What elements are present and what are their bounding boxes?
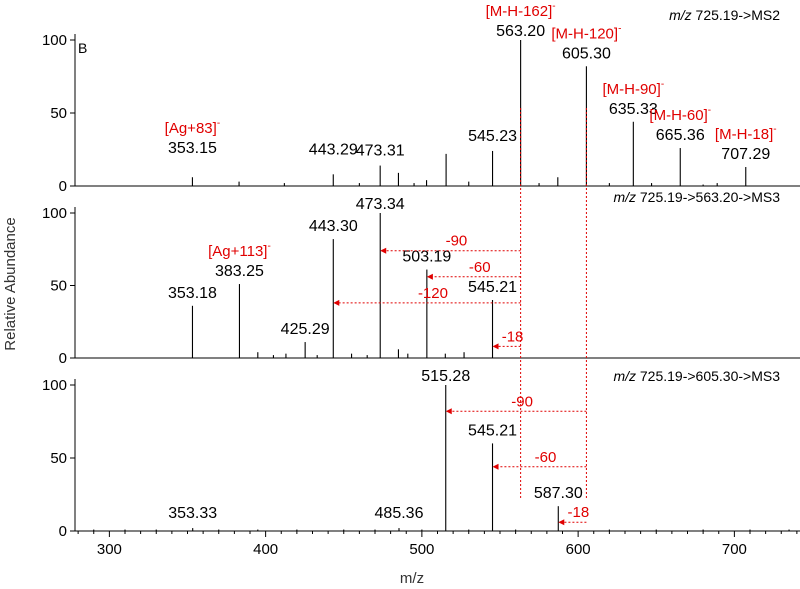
ion-label: [M-H-60]- [649, 105, 711, 124]
loss-label: -18 [502, 328, 524, 345]
panel-title: m/z 725.19->MS2 [669, 7, 780, 23]
loss-label: -90 [446, 233, 468, 250]
peak-label: 485.36 [375, 505, 424, 522]
x-axis-label: m/z [400, 570, 424, 587]
neutral-loss-arrow: -18 [558, 504, 590, 526]
peak-label: 515.28 [421, 368, 470, 385]
ion-label: [M-H-18]- [715, 124, 777, 143]
loss-arrowhead [492, 463, 499, 470]
neutral-loss-arrow: -120 [333, 285, 521, 306]
x-axis: 300 400 500 600 700 [77, 531, 798, 558]
peak-label: 425.29 [281, 321, 330, 338]
loss-label: -60 [469, 259, 491, 276]
loss-arrowhead [333, 299, 340, 306]
peak-label: 473.34 [356, 196, 405, 213]
peak-label: 443.30 [309, 218, 358, 235]
peak-label: 665.36 [656, 127, 705, 144]
ion-label: [Ag+83]- [165, 118, 220, 137]
y-tick-label: 100 [42, 377, 67, 394]
x-tick-label: 600 [566, 541, 591, 558]
x-tick-label: 700 [722, 541, 747, 558]
peak-label: 443.29 [309, 141, 358, 158]
ion-label: [M-H-162]- [486, 1, 556, 20]
neutral-loss-arrow: -18 [492, 328, 524, 350]
peak-label: 353.18 [168, 285, 217, 302]
panel-letter: B [78, 40, 87, 56]
neutral-loss-arrow: -60 [492, 449, 587, 470]
peak-label: 545.21 [468, 279, 517, 296]
x-tick-label: 300 [97, 541, 122, 558]
peak-label: 353.33 [168, 505, 217, 522]
loss-label: -60 [535, 449, 557, 466]
peak-label: 473.31 [356, 143, 405, 160]
ion-label: [M-H-90]- [602, 79, 664, 98]
loss-arrowhead [426, 273, 433, 280]
y-tick-label: 0 [59, 523, 67, 540]
precursor-guide-lines [520, 108, 587, 500]
peak-label: 635.33 [609, 101, 658, 118]
ion-label: [M-H-120]- [551, 23, 621, 42]
loss-arrowhead [558, 519, 565, 526]
peak-label: 707.29 [721, 146, 770, 163]
loss-arrowhead [492, 343, 499, 350]
loss-label: -18 [568, 504, 590, 521]
y-tick-label: 100 [42, 205, 67, 222]
peak-label: 563.20 [496, 23, 545, 40]
panel-title: m/z 725.19->605.30->MS3 [613, 368, 780, 384]
y-tick-label: 0 [59, 178, 67, 195]
loss-arrowhead [380, 247, 387, 254]
y-tick-label: 0 [59, 350, 67, 367]
peak-label: 503.19 [402, 249, 451, 266]
loss-arrowhead [445, 408, 452, 415]
y-tick-label: 50 [50, 278, 67, 295]
peak-label: 605.30 [562, 45, 611, 62]
ion-label: [Ag+113]- [208, 241, 271, 260]
loss-label: -90 [511, 393, 533, 410]
x-tick-label: 500 [409, 541, 434, 558]
x-tick-label: 400 [253, 541, 278, 558]
spectrum-panel-2: 0 50 100 m/z 725.19->563.20->MS3 353.18 383.2… [42, 189, 800, 367]
peak-label: 545.21 [468, 422, 517, 439]
y-axis-label: Relative Abundance [2, 217, 19, 350]
neutral-loss-arrow: -60 [426, 259, 521, 280]
neutral-loss-arrow: -90 [380, 233, 521, 254]
peak-label: 545.23 [468, 128, 517, 145]
peak-label: 587.30 [534, 485, 583, 502]
panel-title: m/z 725.19->563.20->MS3 [613, 189, 780, 205]
y-tick-label: 50 [50, 105, 67, 122]
peak-label: 353.15 [168, 140, 217, 157]
neutral-loss-arrow: -90 [445, 393, 587, 415]
y-tick-label: 100 [42, 32, 67, 49]
peak-label: 383.25 [215, 263, 264, 280]
y-tick-label: 50 [50, 450, 67, 467]
loss-label: -120 [418, 285, 448, 302]
spectrum-panel-3: 0 50 100 m/z 725.19->605.30->MS3 353.33 485.3… [42, 368, 800, 540]
